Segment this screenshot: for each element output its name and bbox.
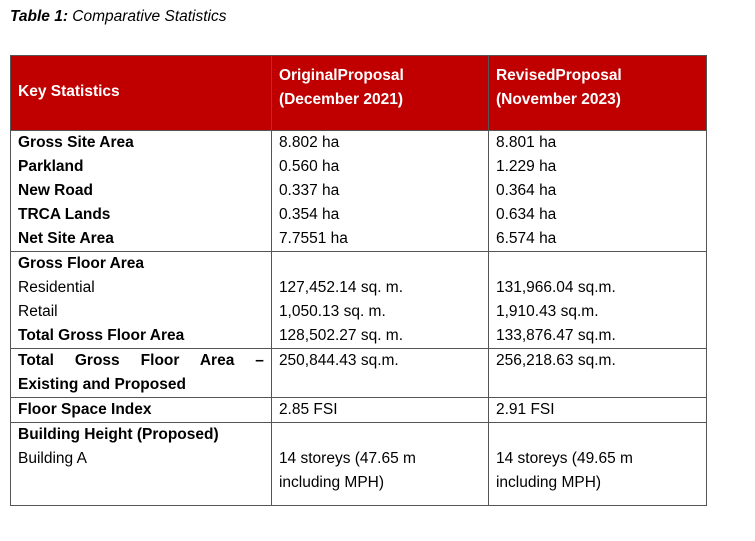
value-original: 0.337 ha (278, 182, 340, 199)
value-original: 0.354 ha (278, 206, 340, 223)
value-revised: 131,966.04 sq.m. (495, 279, 616, 296)
value-original: 14 storeys (47.65 m (278, 450, 416, 467)
site-area-revised: 8.801 ha 1.229 ha 0.364 ha 0.634 ha 6.57… (487, 130, 708, 252)
header-original-word1: Original (278, 67, 338, 84)
total-gfa-existing-original: 250,844.43 sq.m. (270, 348, 489, 398)
label-retail: Retail (18, 303, 58, 320)
total-gfa-existing-revised: 256,218.63 sq.m. (487, 348, 708, 398)
caption-title: Comparative Statistics (68, 8, 227, 25)
value-revised: including MPH) (495, 474, 602, 491)
label-total-gfa-existing-line1: Total Gross Floor Area – (18, 352, 264, 369)
label-gross-floor-area: Gross Floor Area (18, 255, 145, 272)
gfa-original: 127,452.14 sq. m. 1,050.13 sq. m. 128,50… (270, 251, 489, 349)
building-height-original: 14 storeys (47.65 m including MPH) (270, 422, 489, 506)
gfa-revised: 131,966.04 sq.m. 1,910.43 sq.m. 133,876.… (487, 251, 708, 349)
label-total-gfa: Total Gross Floor Area (18, 327, 185, 344)
label-residential: Residential (18, 279, 95, 296)
value-revised: 0.364 ha (495, 182, 557, 199)
header-revised-date: (November 2023) (495, 91, 621, 108)
building-height-row: Building Height (Proposed) Building A 14… (10, 422, 708, 506)
value-revised: 14 storeys (49.65 m (495, 450, 633, 467)
fsi-row: Floor Space Index 2.85 FSI 2.91 FSI (10, 397, 708, 423)
header-original-word2: Proposal (337, 67, 404, 84)
label-gross-site-area: Gross Site Area (18, 134, 134, 151)
label-building-a: Building A (18, 450, 87, 467)
header-revised-word1: Revised (495, 67, 556, 84)
header-revised-proposal: RevisedProposal (November 2023) (487, 55, 708, 131)
header-original-proposal: OriginalProposal (December 2021) (270, 55, 489, 131)
value-original: 127,452.14 sq. m. (278, 279, 404, 296)
header-revised-word2: Proposal (555, 67, 622, 84)
table-caption: Table 1: Comparative Statistics (10, 8, 227, 26)
value-revised: 1,910.43 sq.m. (495, 303, 599, 320)
label-trca-lands: TRCA Lands (18, 206, 111, 223)
value-original: 0.560 ha (278, 158, 340, 175)
value-original: 8.802 ha (278, 134, 340, 151)
value-revised: 6.574 ha (495, 230, 557, 247)
total-gfa-existing-row: Total Gross Floor Area – Existing and Pr… (10, 348, 708, 398)
label-floor-space-index: Floor Space Index (10, 397, 272, 423)
site-area-labels: Gross Site Area Parkland New Road TRCA L… (10, 130, 272, 252)
value-original: including MPH) (278, 474, 385, 491)
building-height-labels: Building Height (Proposed) Building A (10, 422, 272, 506)
value-revised: 133,876.47 sq.m. (495, 327, 616, 344)
header-row: Key Statistics OriginalProposal (Decembe… (10, 55, 708, 131)
value-revised: 1.229 ha (495, 158, 557, 175)
gross-floor-area-row: Gross Floor Area Residential Retail Tota… (10, 251, 708, 349)
caption-label: Table 1: (10, 8, 68, 25)
site-area-row: Gross Site Area Parkland New Road TRCA L… (10, 130, 708, 252)
header-original-date: (December 2021) (278, 91, 404, 108)
total-gfa-existing-label: Total Gross Floor Area – Existing and Pr… (10, 348, 272, 398)
label-total-gfa-existing-line2: Existing and Proposed (18, 376, 186, 393)
site-area-original: 8.802 ha 0.560 ha 0.337 ha 0.354 ha 7.75… (270, 130, 489, 252)
gfa-labels: Gross Floor Area Residential Retail Tota… (10, 251, 272, 349)
value-original: 7.7551 ha (278, 230, 348, 247)
fsi-original: 2.85 FSI (270, 397, 489, 423)
value-revised: 8.801 ha (495, 134, 557, 151)
value-original: 1,050.13 sq. m. (278, 303, 386, 320)
label-net-site-area: Net Site Area (18, 230, 114, 247)
label-new-road: New Road (18, 182, 93, 199)
header-key-statistics: Key Statistics (10, 55, 272, 131)
building-height-revised: 14 storeys (49.65 m including MPH) (487, 422, 708, 506)
value-original: 128,502.27 sq. m. (278, 327, 404, 344)
value-revised: 0.634 ha (495, 206, 557, 223)
fsi-revised: 2.91 FSI (487, 397, 708, 423)
label-building-height: Building Height (Proposed) (18, 426, 219, 443)
comparative-statistics-table: Key Statistics OriginalProposal (Decembe… (10, 55, 708, 506)
label-parkland: Parkland (18, 158, 84, 175)
